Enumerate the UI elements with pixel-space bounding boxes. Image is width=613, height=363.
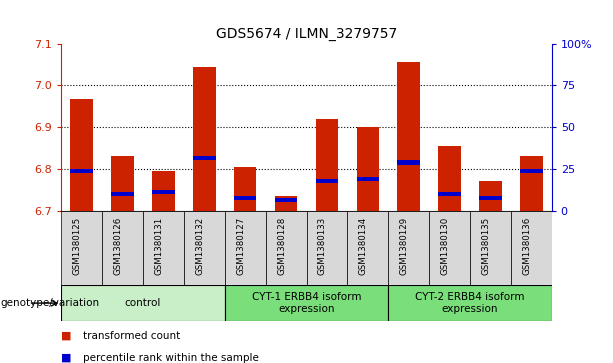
Bar	[316, 119, 338, 211]
Bar	[397, 62, 420, 211]
Text: GSM1380131: GSM1380131	[154, 217, 164, 276]
Text: CYT-2 ERBB4 isoform
expression: CYT-2 ERBB4 isoform expression	[415, 292, 525, 314]
Bar	[193, 156, 216, 160]
Text: percentile rank within the sample: percentile rank within the sample	[83, 352, 259, 363]
Text: GSM1380135: GSM1380135	[481, 217, 490, 276]
Bar	[357, 177, 379, 181]
Text: GSM1380132: GSM1380132	[196, 217, 204, 276]
Bar	[275, 196, 297, 211]
Text: GSM1380134: GSM1380134	[359, 217, 368, 276]
Bar	[61, 285, 225, 321]
Bar	[143, 211, 184, 285]
Text: GSM1380133: GSM1380133	[318, 217, 327, 276]
Bar	[438, 192, 461, 196]
Bar	[225, 211, 265, 285]
Bar	[152, 190, 175, 194]
Text: GSM1380136: GSM1380136	[522, 217, 531, 276]
Bar	[102, 211, 143, 285]
Bar	[61, 211, 102, 285]
Bar	[438, 146, 461, 211]
Bar	[112, 192, 134, 196]
Text: control: control	[125, 298, 161, 308]
Bar	[275, 198, 297, 202]
Bar	[193, 66, 216, 211]
Bar	[357, 127, 379, 211]
Text: GSM1380128: GSM1380128	[277, 217, 286, 276]
Bar	[184, 211, 225, 285]
Bar	[265, 211, 306, 285]
Bar	[397, 160, 420, 165]
Bar	[152, 171, 175, 211]
Bar	[479, 196, 501, 200]
Text: ■: ■	[61, 331, 72, 341]
Bar	[388, 211, 429, 285]
Text: ■: ■	[61, 352, 72, 363]
Bar	[479, 182, 501, 211]
Title: GDS5674 / ILMN_3279757: GDS5674 / ILMN_3279757	[216, 27, 397, 41]
Text: GSM1380129: GSM1380129	[400, 217, 409, 275]
Text: GSM1380126: GSM1380126	[113, 217, 123, 276]
Text: CYT-1 ERBB4 isoform
expression: CYT-1 ERBB4 isoform expression	[252, 292, 361, 314]
Text: transformed count: transformed count	[83, 331, 180, 341]
Bar	[511, 211, 552, 285]
Bar	[316, 179, 338, 183]
Bar	[234, 196, 256, 200]
Bar	[520, 156, 543, 211]
Bar	[306, 211, 348, 285]
Bar	[520, 169, 543, 173]
Bar	[388, 285, 552, 321]
Bar	[348, 211, 388, 285]
Text: GSM1380125: GSM1380125	[73, 217, 82, 276]
Text: GSM1380127: GSM1380127	[236, 217, 245, 276]
Bar	[70, 99, 93, 211]
Bar	[234, 167, 256, 211]
Bar	[225, 285, 388, 321]
Bar	[470, 211, 511, 285]
Bar	[112, 156, 134, 211]
Bar	[429, 211, 470, 285]
Text: GSM1380130: GSM1380130	[441, 217, 449, 276]
Bar	[70, 169, 93, 173]
Text: genotype/variation: genotype/variation	[0, 298, 99, 308]
